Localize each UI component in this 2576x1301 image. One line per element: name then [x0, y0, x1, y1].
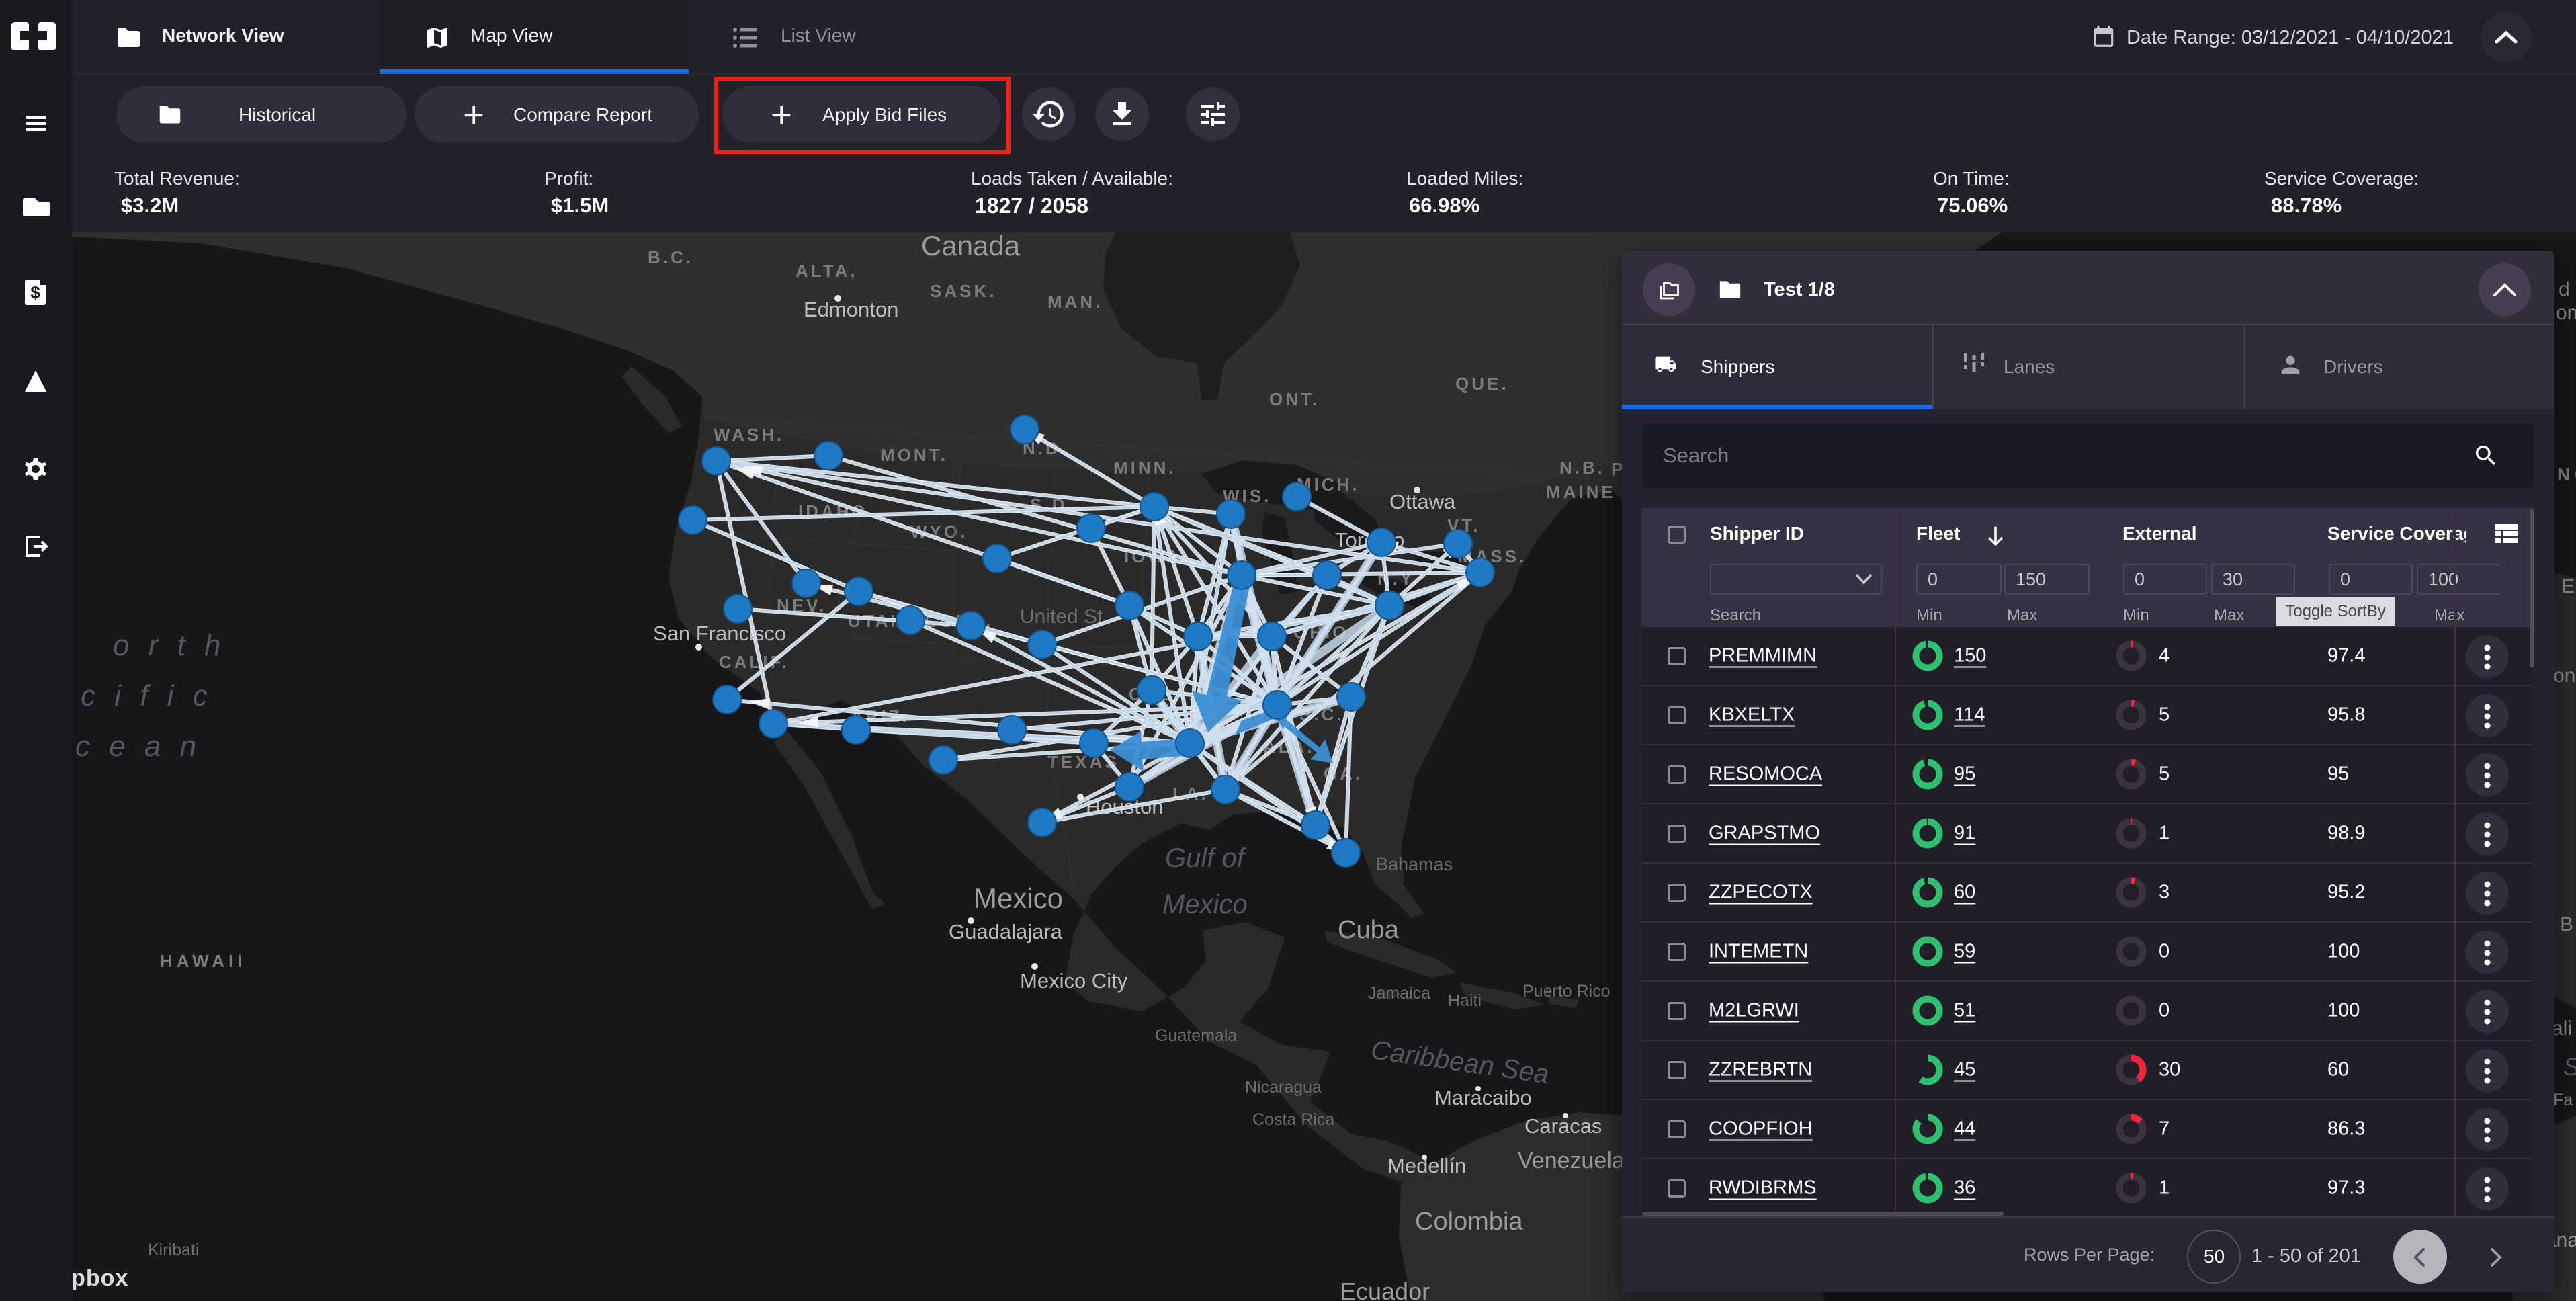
- svg-text:Fa: Fa: [2553, 1091, 2573, 1109]
- svg-text:Guatemala: Guatemala: [1155, 1026, 1237, 1045]
- svg-text:Caracas: Caracas: [1525, 1114, 1602, 1138]
- svg-text:United St: United St: [1020, 605, 1103, 628]
- svg-text:S: S: [2563, 1053, 2576, 1081]
- svg-text:Venezuela: Venezuela: [1518, 1148, 1625, 1173]
- svg-text:Ottawa: Ottawa: [1389, 490, 1456, 513]
- svg-text:HAWAII: HAWAII: [160, 951, 246, 971]
- svg-text:d: d: [2559, 278, 2570, 300]
- svg-text:MAINE: MAINE: [1546, 482, 1616, 502]
- svg-text:Ecuador: Ecuador: [1340, 1277, 1430, 1301]
- svg-text:Guadalajara: Guadalajara: [949, 920, 1063, 943]
- svg-text:Jamaica: Jamaica: [1368, 984, 1430, 1003]
- svg-text:B: B: [2560, 913, 2573, 935]
- svg-text:Canada: Canada: [921, 232, 1021, 261]
- svg-text:Haiti: Haiti: [1448, 991, 1482, 1010]
- svg-text:WASH.: WASH.: [714, 425, 784, 445]
- svg-text:QUE.: QUE.: [1455, 374, 1509, 394]
- svg-text:MINN.: MINN.: [1113, 458, 1176, 478]
- svg-text:$: $: [30, 282, 40, 302]
- svg-text:SASK.: SASK.: [930, 281, 996, 301]
- svg-text:San Francisco: San Francisco: [653, 622, 786, 645]
- svg-text:Costa Rica: Costa Rica: [1252, 1110, 1334, 1129]
- svg-text:B.C.: B.C.: [648, 247, 693, 267]
- svg-text:ali: ali: [2552, 1017, 2572, 1040]
- svg-text:Gulf of: Gulf of: [1165, 843, 1247, 873]
- svg-text:ONT.: ONT.: [1269, 389, 1320, 409]
- svg-text:MONT.: MONT.: [880, 445, 948, 465]
- svg-text:N G: N G: [2557, 464, 2576, 485]
- svg-text:c i f i c: c i f i c: [81, 679, 213, 712]
- svg-text:N.B.: N.B.: [1559, 458, 1605, 478]
- svg-text:MAN.: MAN.: [1047, 292, 1103, 312]
- svg-text:om: om: [2556, 302, 2576, 324]
- svg-text:Bahamas: Bahamas: [1376, 854, 1453, 874]
- svg-text:Kiribati: Kiribati: [148, 1241, 199, 1259]
- svg-text:Mexico City: Mexico City: [1020, 969, 1128, 993]
- svg-text:ALTA.: ALTA.: [796, 261, 858, 281]
- svg-text:ond: ond: [2553, 665, 2576, 687]
- svg-text:Edmonton: Edmonton: [804, 298, 898, 321]
- svg-text:o r t h: o r t h: [113, 629, 226, 662]
- svg-text:Colombia: Colombia: [1415, 1208, 1523, 1236]
- svg-text:Maracaibo: Maracaibo: [1434, 1086, 1532, 1109]
- svg-text:c e a n: c e a n: [75, 730, 202, 763]
- svg-text:Cuba: Cuba: [1338, 916, 1400, 944]
- svg-text:E: E: [2561, 575, 2575, 597]
- svg-text:Puerto Rico: Puerto Rico: [1522, 982, 1611, 1001]
- svg-text:Mexico: Mexico: [1162, 890, 1248, 919]
- svg-text:Mexico: Mexico: [974, 882, 1063, 914]
- svg-text:Nicaragua: Nicaragua: [1245, 1078, 1322, 1097]
